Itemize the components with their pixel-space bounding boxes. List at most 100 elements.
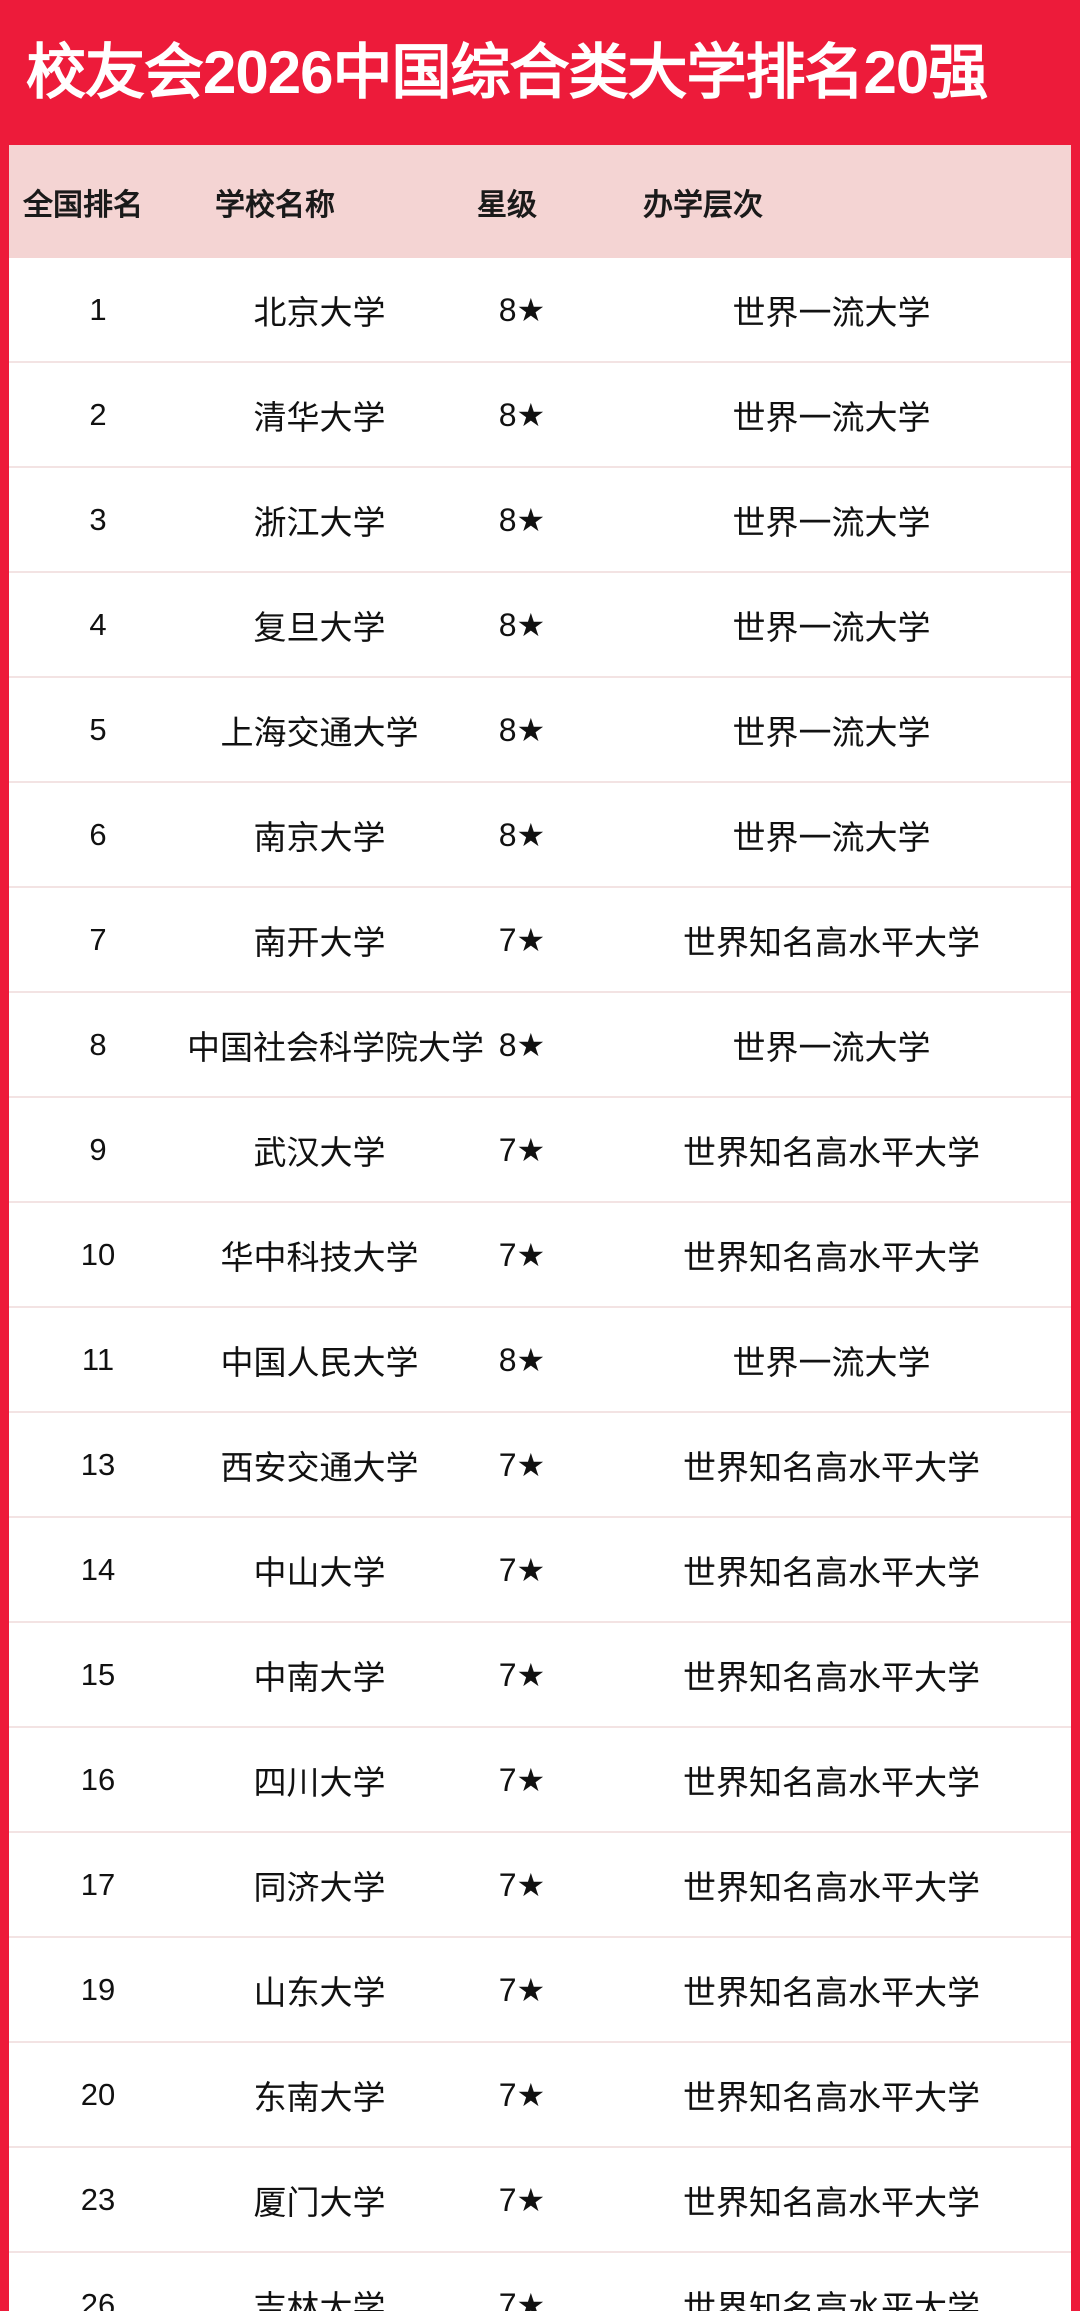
table-header-row: 全国排名 学校名称 星级 办学层次 bbox=[9, 145, 1071, 258]
tier-label: 世界一流大学 bbox=[592, 467, 1071, 573]
tier-label: 世界知名高水平大学 bbox=[592, 1202, 1071, 1308]
rank-value: 6 bbox=[9, 782, 187, 888]
university-name: 南京大学 bbox=[187, 782, 452, 888]
university-name: 中国社会科学院大学 bbox=[187, 992, 484, 1098]
tier-label: 世界一流大学 bbox=[592, 1307, 1071, 1413]
tier-label: 世界知名高水平大学 bbox=[592, 2042, 1071, 2148]
star-rating: 7★ bbox=[498, 2286, 546, 2311]
tier-label: 世界知名高水平大学 bbox=[592, 1727, 1071, 1833]
tier-label: 世界知名高水平大学 bbox=[592, 1412, 1071, 1518]
rank-value: 23 bbox=[9, 2147, 187, 2253]
university-name: 同济大学 bbox=[187, 1832, 452, 1938]
rank-value: 10 bbox=[9, 1202, 187, 1308]
rank-value: 20 bbox=[9, 2042, 187, 2148]
rank-value: 11 bbox=[9, 1307, 187, 1413]
table-row: 4 复旦大学 8★ 世界一流大学 bbox=[9, 572, 1071, 678]
university-name: 武汉大学 bbox=[187, 1097, 452, 1203]
university-name: 西安交通大学 bbox=[187, 1412, 452, 1518]
rank-value: 9 bbox=[9, 1097, 187, 1203]
table-row: 8 中国社会科学院大学 8★ 世界一流大学 bbox=[9, 992, 1071, 1098]
table-row: 7 南开大学 7★ 世界知名高水平大学 bbox=[9, 887, 1071, 993]
rank-value: 5 bbox=[9, 677, 187, 783]
university-name: 清华大学 bbox=[187, 362, 452, 468]
tier-label: 世界一流大学 bbox=[592, 258, 1071, 363]
university-name: 四川大学 bbox=[187, 1727, 452, 1833]
university-name: 吉林大学 bbox=[253, 2288, 386, 2311]
university-name: 华中科技大学 bbox=[187, 1202, 452, 1308]
star-rating: 7★ bbox=[452, 1832, 592, 1938]
star-rating: 8★ bbox=[452, 1307, 592, 1413]
star-rating: 7★ bbox=[452, 1937, 592, 2043]
page-title: 校友会2026中国综合类大学排名20强 bbox=[26, 38, 988, 106]
tier-label: 世界一流大学 bbox=[592, 992, 1071, 1098]
star-rating: 8★ bbox=[452, 362, 592, 468]
rank-value: 15 bbox=[9, 1622, 187, 1728]
rank-value: 4 bbox=[9, 572, 187, 678]
university-name: 中南大学 bbox=[187, 1622, 452, 1728]
university-name: 浙江大学 bbox=[187, 467, 452, 573]
table-row: 23 厦门大学 7★ 世界知名高水平大学 bbox=[9, 2147, 1071, 2253]
title-banner: 校友会2026中国综合类大学排名20强 bbox=[0, 0, 1080, 145]
tier-label: 世界知名高水平大学 bbox=[592, 2147, 1071, 2253]
star-rating: 7★ bbox=[452, 2042, 592, 2148]
star-rating: 8★ bbox=[452, 677, 592, 783]
star-rating: 8★ bbox=[452, 782, 592, 888]
tier-label: 世界一流大学 bbox=[592, 362, 1071, 468]
star-rating: 8★ bbox=[452, 572, 592, 678]
column-header-star: 星级 bbox=[477, 188, 537, 222]
table-row: 15 中南大学 7★ 世界知名高水平大学 bbox=[9, 1622, 1071, 1728]
table-row: 14 中山大学 7★ 世界知名高水平大学 bbox=[9, 1517, 1071, 1623]
star-rating: 8★ bbox=[452, 992, 592, 1098]
ranking-table: 全国排名 学校名称 星级 办学层次 1 北京大学 8★ 世界一流大学 2 清华大学 8★ 世界… bbox=[9, 145, 1071, 2311]
university-name: 中山大学 bbox=[187, 1517, 452, 1623]
table-header: 全国排名 学校名称 星级 办学层次 bbox=[9, 145, 1071, 258]
rank-value: 1 bbox=[9, 258, 187, 363]
star-rating: 8★ bbox=[452, 258, 592, 363]
table-row: 10 华中科技大学 7★ 世界知名高水平大学 bbox=[9, 1202, 1071, 1308]
star-rating: 8★ bbox=[452, 467, 592, 573]
tier-label: 世界知名高水平大学 bbox=[592, 887, 1071, 993]
rank-value: 13 bbox=[9, 1412, 187, 1518]
tier-label: 世界知名高水平大学 bbox=[592, 1937, 1071, 2043]
table-row: 1 北京大学 8★ 世界一流大学 bbox=[9, 258, 1071, 363]
table-row: 13 西安交通大学 7★ 世界知名高水平大学 bbox=[9, 1412, 1071, 1518]
star-rating: 7★ bbox=[452, 2147, 592, 2253]
table-row: 2 清华大学 8★ 世界一流大学 bbox=[9, 362, 1071, 468]
tier-label: 世界知名高水平大学 bbox=[683, 2288, 980, 2311]
star-rating: 7★ bbox=[452, 1727, 592, 1833]
tier-label: 世界知名高水平大学 bbox=[592, 1622, 1071, 1728]
star-rating: 7★ bbox=[452, 1412, 592, 1518]
university-name: 山东大学 bbox=[187, 1937, 452, 2043]
rank-value: 8 bbox=[9, 992, 187, 1098]
table-row: 16 四川大学 7★ 世界知名高水平大学 bbox=[9, 1727, 1071, 1833]
ranking-table-frame: 全国排名 学校名称 星级 办学层次 1 北京大学 8★ 世界一流大学 2 清华大学 8★ 世界… bbox=[0, 145, 1080, 2311]
star-rating: 7★ bbox=[452, 1622, 592, 1728]
university-name: 复旦大学 bbox=[187, 572, 452, 678]
university-name: 上海交通大学 bbox=[187, 677, 452, 783]
star-rating: 7★ bbox=[452, 887, 592, 993]
rank-value: 7 bbox=[9, 887, 187, 993]
tier-label: 世界知名高水平大学 bbox=[592, 1097, 1071, 1203]
table-body: 1 北京大学 8★ 世界一流大学 2 清华大学 8★ 世界一流大学 3 浙江大学 8★ 世界一流大学 4… bbox=[9, 258, 1071, 2311]
column-header-name: 学校名称 bbox=[215, 188, 335, 222]
star-rating: 7★ bbox=[452, 1097, 592, 1203]
column-header-level: 办学层次 bbox=[643, 188, 763, 222]
university-name: 东南大学 bbox=[187, 2042, 452, 2148]
rank-value: 26 bbox=[80, 2286, 116, 2311]
tier-label: 世界一流大学 bbox=[592, 677, 1071, 783]
table-row: 26 吉林大学 7★ 世界知名高水平大学 bbox=[9, 2252, 1071, 2311]
rank-value: 17 bbox=[9, 1832, 187, 1938]
tier-label: 世界一流大学 bbox=[592, 782, 1071, 888]
rank-value: 2 bbox=[9, 362, 187, 468]
university-name: 北京大学 bbox=[187, 258, 452, 363]
table-row: 17 同济大学 7★ 世界知名高水平大学 bbox=[9, 1832, 1071, 1938]
column-header-rank: 全国排名 bbox=[23, 188, 143, 222]
star-rating: 7★ bbox=[452, 1517, 592, 1623]
table-row: 20 东南大学 7★ 世界知名高水平大学 bbox=[9, 2042, 1071, 2148]
tier-label: 世界一流大学 bbox=[592, 572, 1071, 678]
university-name: 中国人民大学 bbox=[187, 1307, 452, 1413]
university-name: 厦门大学 bbox=[187, 2147, 452, 2253]
tier-label: 世界知名高水平大学 bbox=[592, 1517, 1071, 1623]
table-row: 3 浙江大学 8★ 世界一流大学 bbox=[9, 467, 1071, 573]
